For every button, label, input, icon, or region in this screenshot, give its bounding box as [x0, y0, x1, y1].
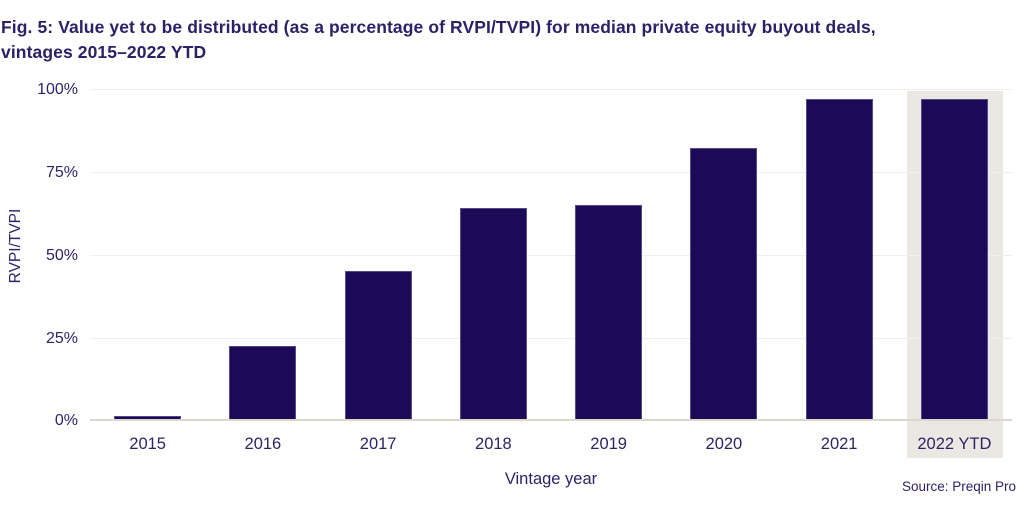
- x-tick-2021: 2021: [820, 435, 858, 453]
- y-tick-25: 25%: [45, 330, 78, 347]
- bar-2017: [344, 270, 412, 419]
- bar-column-2021: [782, 89, 897, 419]
- plot-area: [90, 89, 1012, 421]
- bar-2015: [114, 415, 182, 419]
- x-tick-2019: 2019: [590, 435, 627, 453]
- bar-2018: [459, 207, 527, 419]
- x-tick-labels: 2015 2016 2017 2018 2019 2020 2021 2022 YTD: [90, 433, 1012, 455]
- bar-column-2020: [666, 89, 781, 419]
- bar-column-2017: [321, 89, 436, 419]
- bar-2016: [229, 346, 297, 419]
- x-axis-title: Vintage year: [504, 470, 598, 488]
- bar-2021: [805, 98, 873, 419]
- x-tick-2018: 2018: [475, 435, 512, 453]
- y-tick-100: 100%: [37, 81, 78, 98]
- source-credit: Source: Preqin Pro: [901, 479, 1016, 494]
- x-tick-2020: 2020: [705, 435, 743, 453]
- x-tick-2016: 2016: [244, 435, 282, 453]
- bar-2020: [690, 148, 758, 419]
- y-tick-75: 75%: [45, 164, 78, 181]
- x-tick-2017: 2017: [359, 435, 397, 453]
- bar-2022-ytd: [920, 98, 988, 419]
- gridline-25: [90, 338, 1012, 339]
- figure-title-line1: Fig. 5: Value yet to be distributed (as …: [1, 17, 876, 37]
- bar-group: [90, 89, 1012, 419]
- figure-title: Fig. 5: Value yet to be distributed (as …: [1, 15, 991, 65]
- gridline-50: [90, 255, 1012, 256]
- bar-column-2018: [436, 89, 551, 419]
- gridline-75: [90, 172, 1012, 173]
- y-tick-50: 50%: [45, 247, 78, 264]
- bar-column-2022-ytd: [897, 89, 1012, 419]
- bar-column-2016: [205, 89, 320, 419]
- x-tick-2015: 2015: [129, 435, 166, 453]
- figure-title-line2: vintages 2015–2022 YTD: [1, 42, 207, 62]
- y-tick-0: 0%: [54, 412, 78, 429]
- bar-column-2019: [551, 89, 666, 419]
- gridline-100: [90, 89, 1012, 90]
- bar-column-2015: [90, 89, 205, 419]
- x-tick-2022-ytd: 2022 YTD: [917, 435, 992, 453]
- bar-2019: [575, 204, 643, 419]
